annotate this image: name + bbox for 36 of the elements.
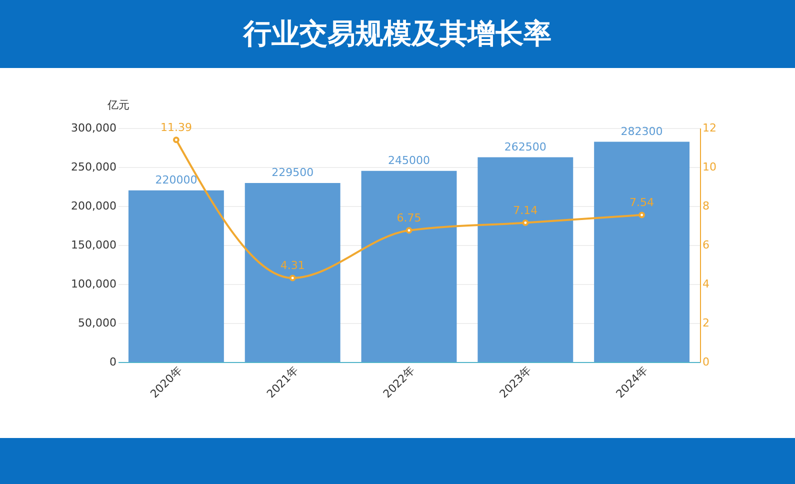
- y-tick-label: 250,000: [71, 160, 116, 174]
- y-tick-label: 100,000: [71, 278, 116, 290]
- data-label: 11.39: [160, 120, 192, 134]
- bar: [478, 157, 574, 362]
- data-label: 229500: [272, 166, 314, 179]
- y2-tick-label: 4: [702, 278, 710, 290]
- data-label: 262500: [504, 140, 546, 154]
- point: [522, 220, 529, 226]
- bar: [361, 170, 457, 362]
- y2-tick-label: 6: [702, 238, 710, 252]
- y-tick-label: 0: [110, 356, 116, 368]
- point: [406, 227, 412, 234]
- data-label: 6.75: [396, 211, 422, 224]
- y2-tick-label: 8: [702, 200, 710, 212]
- point: [172, 136, 180, 144]
- y-tick-label: 300,000: [71, 122, 116, 134]
- data-label: 7.54: [630, 196, 654, 209]
- y-tick-label: 50,000: [78, 316, 116, 330]
- chart-title: 行业交易规模及其增长率: [0, 0, 795, 68]
- point: [289, 274, 296, 282]
- y2-tick-label: 10: [702, 160, 716, 174]
- data-label: 245000: [388, 154, 430, 167]
- y-tick-label: 200,000: [71, 200, 116, 212]
- y2-tick-label: 2: [702, 316, 710, 330]
- bar: [128, 190, 224, 362]
- y2-tick-label: 12: [702, 122, 716, 134]
- point: [638, 212, 646, 218]
- data-label: 7.14: [513, 204, 538, 217]
- data-label: 220000: [155, 173, 198, 186]
- bar: [244, 182, 340, 362]
- bar: [594, 142, 690, 362]
- y-tick-label: 150,000: [71, 238, 116, 252]
- data-label: 4.31: [280, 258, 305, 272]
- data-label: 282300: [620, 124, 663, 138]
- y-axis-title: 亿元: [106, 98, 130, 112]
- y2-tick-label: 0: [702, 356, 710, 368]
